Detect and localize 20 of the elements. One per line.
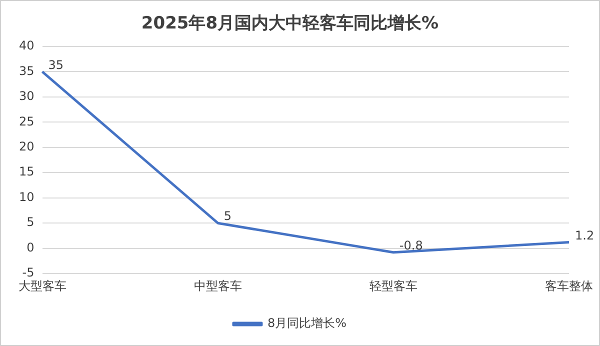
y-tick-label: 0 [26, 240, 34, 254]
y-tick-label: 15 [18, 164, 34, 179]
y-tick-label: -5 [22, 266, 34, 280]
x-tick-label: 客车整体 [545, 278, 593, 293]
data-label: 5 [224, 209, 232, 224]
data-label: 35 [48, 58, 64, 72]
x-tick-label: 大型客车 [18, 278, 66, 293]
chart-title: 2025年8月国内大中轻客车同比增长% [141, 14, 439, 34]
legend-label: 8月同比增长% [267, 316, 347, 330]
data-label: -0.8 [399, 238, 423, 253]
y-tick-label: 10 [18, 190, 34, 204]
y-tick-label: 25 [18, 114, 34, 128]
y-tick-label: 30 [18, 89, 34, 104]
y-tick-label: 20 [18, 140, 34, 154]
data-label: 1.2 [575, 228, 594, 242]
x-tick-label: 中型客车 [194, 278, 242, 293]
y-tick-label: 5 [26, 215, 34, 230]
x-tick-label: 轻型客车 [369, 278, 418, 293]
y-tick-label: 35 [18, 64, 34, 78]
y-tick-label: 40 [18, 38, 34, 53]
